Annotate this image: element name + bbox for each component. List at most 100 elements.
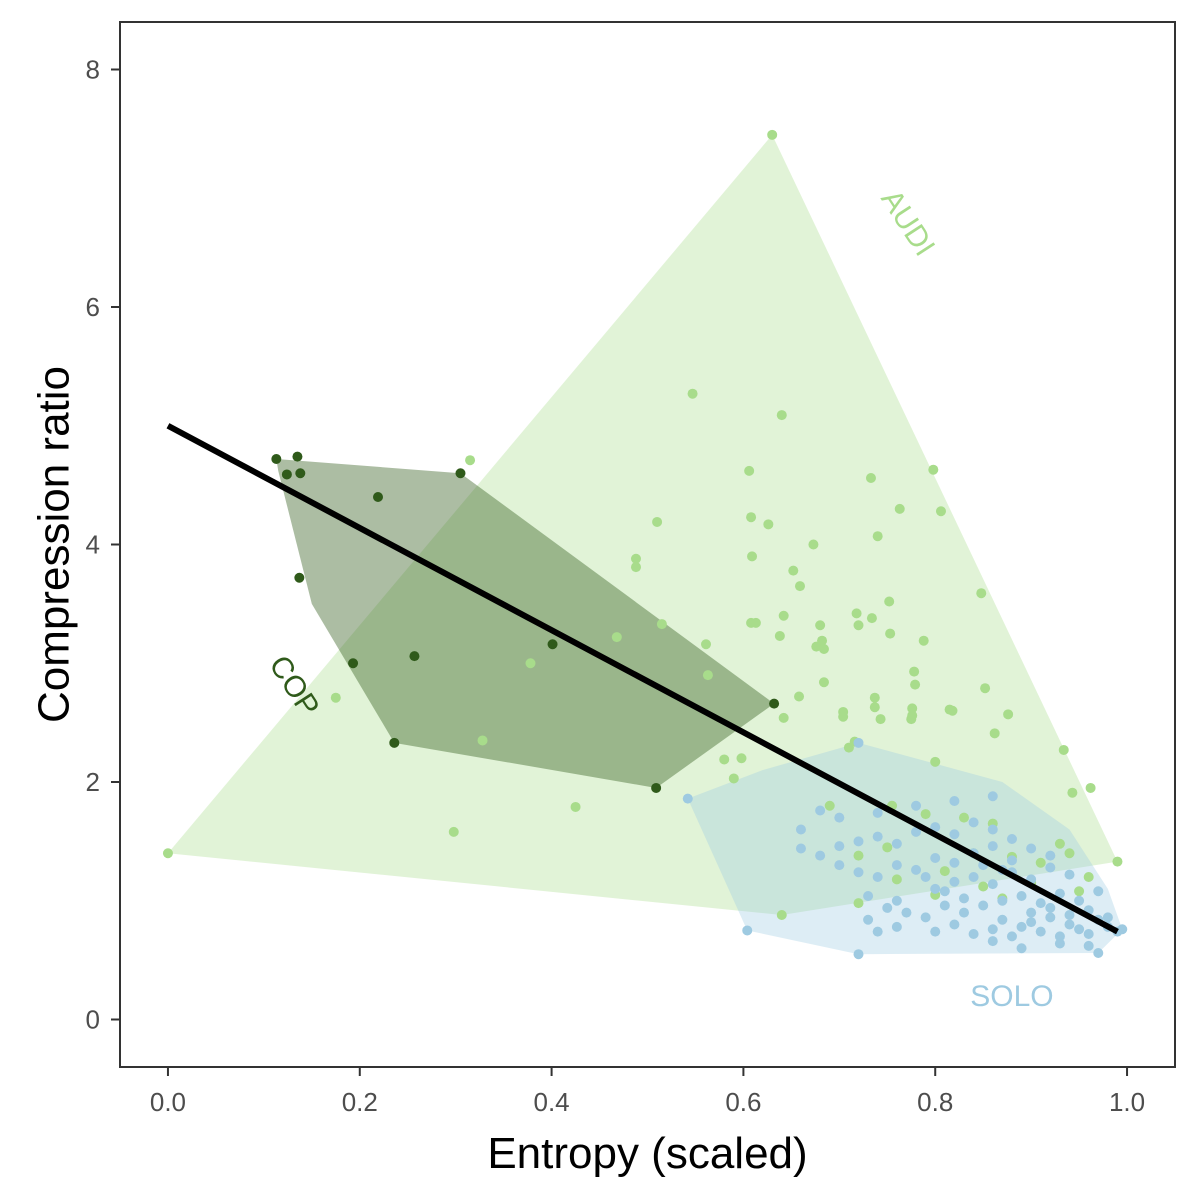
point-audi-58 bbox=[947, 705, 958, 716]
point-solo-47 bbox=[1006, 855, 1017, 866]
point-audi-30 bbox=[815, 620, 826, 631]
data-points bbox=[162, 129, 1128, 960]
point-audi-9 bbox=[652, 516, 663, 527]
point-solo-71 bbox=[815, 805, 826, 816]
point-audi-60 bbox=[989, 728, 1000, 739]
point-audi-71 bbox=[1067, 787, 1078, 798]
point-audi-2 bbox=[1112, 856, 1123, 867]
point-solo-59 bbox=[1006, 834, 1017, 844]
point-audi-40 bbox=[525, 658, 536, 669]
point-solo-64 bbox=[872, 872, 883, 882]
point-solo-88 bbox=[891, 895, 902, 906]
point-audi-66 bbox=[1058, 744, 1069, 755]
point-solo-28 bbox=[1016, 891, 1027, 901]
point-solo-31 bbox=[1074, 895, 1085, 906]
point-solo-84 bbox=[1064, 910, 1075, 920]
point-audi-29 bbox=[750, 617, 761, 628]
point-solo-25 bbox=[959, 907, 969, 918]
point-solo-51 bbox=[853, 836, 864, 847]
point-solo-81 bbox=[939, 900, 950, 911]
point-solo-66 bbox=[872, 807, 883, 818]
point-solo-40 bbox=[1064, 869, 1075, 880]
hull-cop bbox=[276, 459, 775, 788]
point-audi-22 bbox=[976, 588, 987, 599]
point-solo-36 bbox=[987, 879, 998, 890]
point-solo-52 bbox=[872, 831, 883, 842]
point-solo-12 bbox=[997, 914, 1008, 925]
x-tick-label-1: 0.2 bbox=[342, 1087, 378, 1117]
point-solo-34 bbox=[949, 876, 960, 887]
y-tick-label-4: 8 bbox=[86, 55, 100, 85]
point-audi-82 bbox=[1035, 857, 1046, 868]
point-cop-3 bbox=[295, 468, 306, 479]
point-audi-31 bbox=[853, 620, 864, 631]
point-solo-57 bbox=[968, 817, 979, 828]
point-audi-10 bbox=[865, 473, 876, 483]
y-tick-label-1: 2 bbox=[86, 767, 100, 797]
point-solo-79 bbox=[901, 907, 912, 918]
point-cop-6 bbox=[294, 572, 305, 583]
point-solo-10 bbox=[968, 929, 979, 939]
point-solo-7 bbox=[872, 926, 883, 937]
point-audi-14 bbox=[935, 506, 946, 517]
point-audi-75 bbox=[920, 809, 931, 820]
x-tick-label-4: 0.8 bbox=[917, 1087, 953, 1117]
point-audi-12 bbox=[763, 519, 774, 530]
point-solo-55 bbox=[930, 822, 941, 833]
y-tick-label-0: 0 bbox=[86, 1005, 100, 1035]
point-cop-12 bbox=[651, 782, 662, 793]
point-audi-55 bbox=[838, 711, 849, 722]
y-axis-title: Compression ratio bbox=[30, 366, 79, 723]
point-solo-62 bbox=[834, 860, 845, 871]
point-cop-8 bbox=[409, 651, 420, 662]
point-audi-44 bbox=[818, 677, 829, 688]
point-audi-42 bbox=[702, 670, 713, 681]
point-audi-21 bbox=[794, 581, 805, 592]
point-audi-65 bbox=[736, 753, 747, 764]
point-audi-93 bbox=[1074, 886, 1085, 897]
point-audi-8 bbox=[928, 464, 939, 475]
point-audi-59 bbox=[1003, 709, 1014, 720]
point-audi-46 bbox=[980, 683, 991, 694]
point-solo-30 bbox=[1054, 888, 1065, 899]
x-tick-label-0: 0.0 bbox=[150, 1087, 186, 1117]
point-audi-45 bbox=[869, 692, 880, 703]
point-solo-63 bbox=[853, 867, 864, 878]
point-audi-18 bbox=[808, 539, 819, 550]
point-solo-86 bbox=[1102, 912, 1113, 923]
axes: 0.0 0.2 0.4 0.6 0.8 1.0 0 2 4 6 8 bbox=[86, 55, 1146, 1118]
point-audi-24 bbox=[851, 608, 862, 619]
point-solo-35 bbox=[968, 872, 979, 882]
point-solo-48 bbox=[1026, 843, 1037, 854]
point-solo-26 bbox=[978, 900, 989, 911]
hull-solo bbox=[687, 742, 1123, 955]
point-solo-68 bbox=[949, 796, 960, 806]
point-audi-87 bbox=[978, 881, 989, 892]
point-solo-14 bbox=[1016, 921, 1027, 932]
point-audi-86 bbox=[891, 874, 902, 885]
point-solo-72 bbox=[920, 872, 931, 882]
point-solo-80 bbox=[920, 912, 931, 923]
point-audi-91 bbox=[853, 898, 864, 909]
point-solo-9 bbox=[949, 919, 960, 930]
point-solo-87 bbox=[863, 914, 874, 925]
y-tick-label-2: 4 bbox=[86, 530, 100, 560]
point-audi-38 bbox=[811, 641, 822, 652]
point-audi-72 bbox=[1085, 782, 1096, 793]
point-audi-69 bbox=[570, 801, 581, 812]
point-audi-16 bbox=[630, 562, 641, 573]
point-audi-61 bbox=[477, 735, 488, 746]
point-audi-20 bbox=[788, 565, 799, 576]
point-audi-89 bbox=[1083, 872, 1094, 882]
point-solo-69 bbox=[987, 791, 998, 802]
point-solo-32 bbox=[1093, 886, 1104, 897]
point-solo-46 bbox=[987, 841, 998, 852]
point-audi-43 bbox=[910, 679, 921, 690]
point-solo-1 bbox=[853, 737, 864, 748]
point-audi-83 bbox=[1064, 848, 1075, 859]
point-cop-2 bbox=[281, 469, 292, 480]
point-solo-39 bbox=[1045, 862, 1056, 873]
y-tick-label-3: 6 bbox=[86, 292, 100, 322]
point-audi-70 bbox=[448, 826, 459, 837]
point-solo-6 bbox=[1016, 943, 1027, 954]
